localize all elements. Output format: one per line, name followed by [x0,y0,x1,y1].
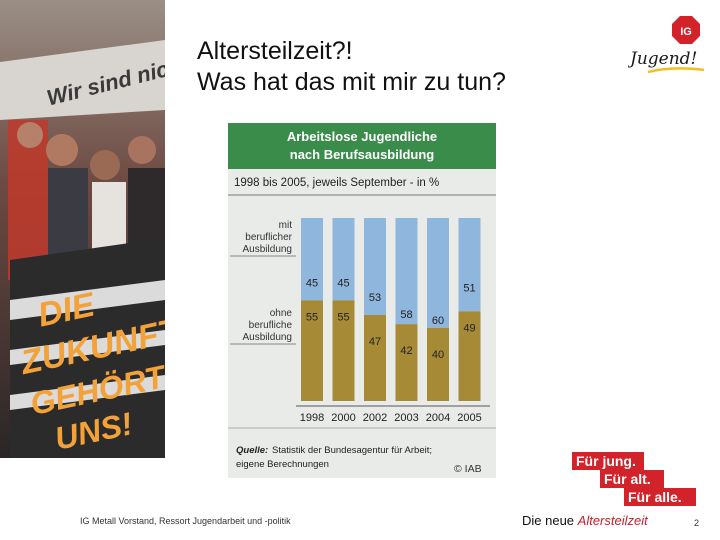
bar-ohne-2004 [427,327,449,401]
value-label-mit-1998: 45 [306,277,318,289]
footer-topic-accent: Altersteilzeit [577,513,648,528]
chart-panel [228,123,496,478]
value-label-ohne-2004: 40 [432,349,444,361]
value-label-mit-2005: 51 [463,282,475,294]
chart-header [228,123,496,169]
bar-ohne-2005 [458,311,481,401]
source-text: Statistik der Bundesagentur für Arbeit; [272,445,432,456]
slogan-line-2: Für alt. [604,471,651,487]
title-line-2: Was hat das mit mir zu tun? [197,68,506,96]
chart-title-line-1: Arbeitslose Jugendliche [287,129,437,144]
slogan-block: Für jung. Für alt. Für alle. [570,452,698,515]
protest-photo: Wir sind nicht DIE ZUKUNFT GEHÖRT UNS! [0,0,165,458]
bar-mit-2004 [427,218,449,328]
banner [0,40,165,120]
bar-ohne-1998 [301,300,323,401]
bar-ohne-2002 [364,314,386,401]
slogan-line-1: Für jung. [576,453,636,469]
x-tick-2003: 2003 [394,412,418,424]
source-label: Quelle: [236,445,268,456]
chart-title-line-2: nach Berufsausbildung [290,147,435,162]
chart-subtitle: 1998 bis 2005, jeweils September - in % [234,177,439,189]
footer-topic-prefix: Die neue [522,513,578,528]
logo-underline-swoosh [647,67,705,74]
slide-title: Altersteilzeit?! Was hat das mit mir zu … [197,36,506,98]
value-label-ohne-2002: 47 [369,336,381,348]
bar-mit-2003 [395,218,418,325]
x-tick-2005: 2005 [457,412,481,424]
bar-ohne-2003 [395,324,418,401]
x-tick-2004: 2004 [426,412,450,424]
logo-script-text: Jugend! [628,49,697,69]
slogan-box-3 [624,488,696,506]
page-number: 2 [694,518,700,528]
logo-emblem-icon [672,16,700,44]
slogan-box-2 [600,470,664,488]
title-line-1: Altersteilzeit?! [197,37,353,65]
bar-mit-2005 [458,218,481,312]
value-label-ohne-2000: 55 [337,311,349,323]
x-tick-1998: 1998 [300,412,324,424]
series-label-mit-line-1: mit [279,220,293,231]
slogan-line-3: Für alle. [628,489,682,505]
ig-metall-jugend-logo: IG Jugend! [627,14,708,78]
x-tick-2000: 2000 [331,412,355,424]
footer-topic: Die neue Altersteilzeit [522,513,648,528]
slogan-box-1 [572,452,644,470]
source-text-2: eigene Berechnungen [236,459,329,470]
bar-mit-2002 [364,218,386,315]
value-label-mit-2000: 45 [337,277,349,289]
value-label-mit-2003: 58 [400,309,412,321]
footer-organization: IG Metall Vorstand, Ressort Jugendarbeit… [80,516,291,526]
series-label-ohne-line-3: Ausbildung [243,332,292,343]
bar-mit-1998 [301,218,323,301]
chart-container: Arbeitslose Jugendliche nach Berufsausbi… [228,123,496,483]
value-label-mit-2002: 53 [369,292,381,304]
x-tick-labels: 1998 2000 2002 2003 2004 2005 [300,412,482,424]
bar-ohne-2000 [332,300,355,401]
series-label-mit-line-3: Ausbildung [243,244,292,255]
unemployment-chart: Arbeitslose Jugendliche nach Berufsausbi… [228,123,496,478]
x-tick-2002: 2002 [363,412,387,424]
series-label-mit-line-2: beruflicher [245,232,292,243]
value-label-ohne-2005: 49 [463,322,475,334]
chart-credit: © IAB [454,463,482,475]
protest-photo-image: Wir sind nicht DIE ZUKUNFT GEHÖRT UNS! [0,0,165,458]
bar-mit-2000 [332,218,355,301]
value-label-mit-2004: 60 [432,315,444,327]
bars-group: 45 55 45 55 53 47 58 42 60 40 51 49 [301,218,481,401]
value-label-ohne-2003: 42 [400,345,412,357]
logo-emblem-text: IG [680,26,692,38]
value-label-ohne-1998: 55 [306,311,318,323]
series-label-ohne-line-2: berufliche [249,320,293,331]
series-label-ohne-line-1: ohne [270,308,293,319]
